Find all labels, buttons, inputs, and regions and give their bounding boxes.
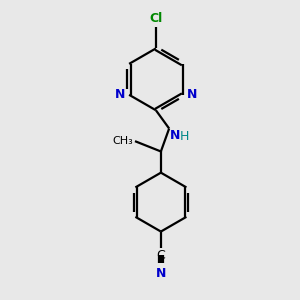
Text: Cl: Cl (149, 12, 163, 25)
Text: CH₃: CH₃ (112, 136, 133, 146)
Text: H: H (179, 130, 189, 143)
Text: N: N (115, 88, 125, 101)
Text: N: N (170, 129, 180, 142)
Text: N: N (187, 88, 197, 101)
Text: C: C (157, 249, 165, 262)
Text: N: N (156, 267, 166, 280)
